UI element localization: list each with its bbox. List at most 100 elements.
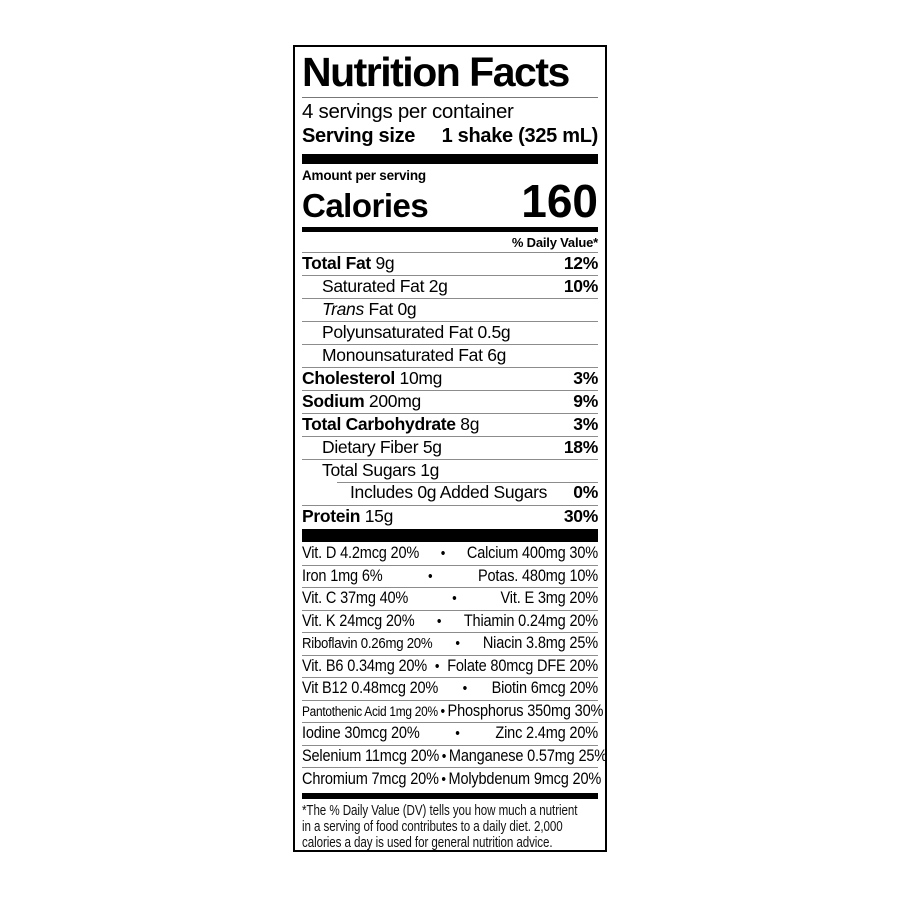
bullet-separator: • xyxy=(455,725,460,743)
serving-size-row: Serving size 1 shake (325 mL) xyxy=(302,124,598,149)
nutrient-amount: Monounsaturated Fat 6g xyxy=(322,345,507,365)
daily-value-header: % Daily Value* xyxy=(511,235,598,250)
label-title: Nutrition Facts xyxy=(302,49,570,95)
micronutrient-left: Vit. D 4.2mcg 20% xyxy=(302,544,420,563)
nutrient-name: Total Fat xyxy=(302,253,371,273)
bullet-separator: • xyxy=(462,680,468,698)
nutrient-amount: Saturated Fat 2g xyxy=(322,276,448,296)
micronutrient-row: Vit. B6 0.34mg 20% • Folate 80mcg DFE 20… xyxy=(302,656,599,678)
bullet-separator: • xyxy=(440,702,445,720)
footnote-line: *The % Daily Value (DV) tells you how mu… xyxy=(302,802,578,819)
nutrient-amount: Dietary Fiber 5g xyxy=(322,437,442,457)
nutrient-row-added-sugars: Includes 0g Added Sugars 0% xyxy=(302,482,598,505)
nutrient-amount: Fat 0g xyxy=(363,299,417,319)
micronutrient-row: Pantothenic Acid 1mg 20% • Phosphorus 35… xyxy=(302,701,603,723)
micronutrient-left: Vit. C 37mg 40% xyxy=(302,589,409,608)
calories-divider-bar xyxy=(302,227,598,232)
protein-section-bar xyxy=(302,529,598,542)
nutrient-row-dietary-fiber: Dietary Fiber 5g 18% xyxy=(302,436,598,459)
bullet-separator: • xyxy=(455,635,460,653)
micronutrient-row: Vit. C 37mg 40% • Vit. E 3mg 20% xyxy=(302,588,598,611)
nutrient-dv: 0% xyxy=(573,482,598,502)
nutrient-row-total-sugars: Total Sugars 1g xyxy=(302,459,598,482)
micronutrient-right: Phosphorus 350mg 30% xyxy=(447,701,604,720)
serving-size-label: Serving size xyxy=(302,125,416,147)
bullet-separator: • xyxy=(436,612,442,630)
micronutrient-left: Vit. K 24mcg 20% xyxy=(302,611,415,630)
bullet-separator: • xyxy=(434,657,440,675)
micronutrient-left: Selenium 11mcg 20% xyxy=(302,746,440,765)
nutrient-row-total-fat: Total Fat 9g 12% xyxy=(302,252,598,275)
section-bar-thick xyxy=(302,154,598,164)
footnote-line: in a serving of food contributes to a da… xyxy=(302,818,563,835)
nutrient-amount: 15g xyxy=(360,506,394,526)
micronutrient-row: Vit. K 24mcg 20% • Thiamin 0.24mg 20% xyxy=(302,611,599,633)
micronutrient-right: Potas. 480mg 10% xyxy=(477,566,599,585)
micronutrient-left: Riboflavin 0.26mg 20% xyxy=(302,635,433,653)
nutrient-row-total-carbohydrate: Total Carbohydrate 8g 3% xyxy=(302,413,598,436)
nutrient-row-polyunsaturated-fat: Polyunsaturated Fat 0.5g xyxy=(302,321,598,344)
nutrient-row-trans-fat: Trans Fat 0g xyxy=(302,298,598,321)
calories-value: 160 xyxy=(521,175,598,227)
micronutrient-right: Calcium 400mg 30% xyxy=(466,544,599,563)
micronutrient-left: Vit. B6 0.34mg 20% xyxy=(302,656,428,675)
inset-separator xyxy=(337,482,598,483)
micronutrient-row: Vit B12 0.48mcg 20% • Biotin 6mcg 20% xyxy=(302,678,598,701)
micronutrient-left: Pantothenic Acid 1mg 20% xyxy=(302,703,438,719)
nutrient-row-saturated-fat: Saturated Fat 2g 10% xyxy=(302,275,598,298)
nutrient-row-monounsaturated-fat: Monounsaturated Fat 6g xyxy=(302,344,598,367)
title-divider xyxy=(302,97,598,98)
micronutrient-right: Thiamin 0.24mg 20% xyxy=(463,611,599,630)
nutrient-name: Cholesterol xyxy=(302,368,395,388)
calories-row: Calories 160 xyxy=(302,175,598,227)
nutrient-row-cholesterol: Cholesterol 10mg 3% xyxy=(302,367,598,390)
micronutrient-right: Niacin 3.8mg 25% xyxy=(482,634,599,653)
nutrient-amount: 10mg xyxy=(394,368,443,388)
footnote-section-bar xyxy=(302,792,598,799)
micronutrient-left: Vit B12 0.48mcg 20% xyxy=(302,679,439,698)
nutrient-dv: 10% xyxy=(563,276,598,296)
bullet-separator: • xyxy=(441,747,447,765)
serving-size-value: 1 shake (325 mL) xyxy=(441,125,599,147)
calories-label: Calories xyxy=(302,187,429,224)
micronutrient-row: Selenium 11mcg 20% • Manganese 0.57mg 25… xyxy=(302,746,605,768)
nutrient-dv: 3% xyxy=(573,414,598,434)
nutrient-name: Protein xyxy=(302,506,361,526)
nutrient-amount: 8g xyxy=(455,414,480,434)
micronutrient-right: Vit. E 3mg 20% xyxy=(500,589,599,608)
nutrient-dv: 18% xyxy=(563,437,598,457)
footnote-line: calories a day is used for general nutri… xyxy=(302,834,553,851)
nutrient-amount: 200mg xyxy=(364,391,421,411)
bullet-separator: • xyxy=(441,770,446,788)
micronutrient-right: Folate 80mcg DFE 20% xyxy=(447,656,599,675)
nutrient-dv: 12% xyxy=(563,253,598,273)
nutrient-name-italic: Trans xyxy=(322,299,364,319)
nutrient-amount: Includes 0g Added Sugars xyxy=(350,482,548,502)
micronutrient-row: Riboflavin 0.26mg 20% • Niacin 3.8mg 25% xyxy=(302,633,598,656)
micronutrient-right: Zinc 2.4mg 20% xyxy=(495,724,599,743)
micronutrient-right: Molybdenum 9mcg 20% xyxy=(448,769,602,788)
footnote: *The % Daily Value (DV) tells you how mu… xyxy=(302,803,600,851)
micronutrient-right: Biotin 6mcg 20% xyxy=(491,679,599,698)
nutrition-facts-label: Nutrition Facts 4 servings per container… xyxy=(293,45,607,852)
micronutrient-row: Iodine 30mcg 20% • Zinc 2.4mg 20% xyxy=(302,723,598,746)
micronutrient-row: Iron 1mg 6% • Potas. 480mg 10% xyxy=(302,566,599,588)
nutrient-dv: 3% xyxy=(573,368,598,388)
micronutrient-left: Chromium 7mcg 20% xyxy=(302,769,439,788)
micronutrient-left: Iodine 30mcg 20% xyxy=(302,724,420,743)
micronutrient-right: Manganese 0.57mg 25% xyxy=(448,746,607,765)
nutrient-name: Total Carbohydrate xyxy=(302,414,456,434)
bullet-separator: • xyxy=(440,545,446,563)
nutrient-dv: 30% xyxy=(563,506,598,526)
bullet-separator: • xyxy=(452,590,457,608)
nutrient-amount: 9g xyxy=(370,253,395,273)
nutrient-row-protein: Protein 15g 30% xyxy=(302,505,598,528)
nutrient-name: Sodium xyxy=(302,391,365,411)
nutrient-amount: Total Sugars 1g xyxy=(322,460,440,480)
amount-per-serving-label: Amount per serving xyxy=(302,168,426,183)
nutrient-row-sodium: Sodium 200mg 9% xyxy=(302,390,598,413)
nutrient-amount: Polyunsaturated Fat 0.5g xyxy=(322,322,511,342)
micronutrient-row: Vit. D 4.2mcg 20% • Calcium 400mg 30% xyxy=(302,543,598,566)
nutrient-dv: 9% xyxy=(573,391,598,411)
